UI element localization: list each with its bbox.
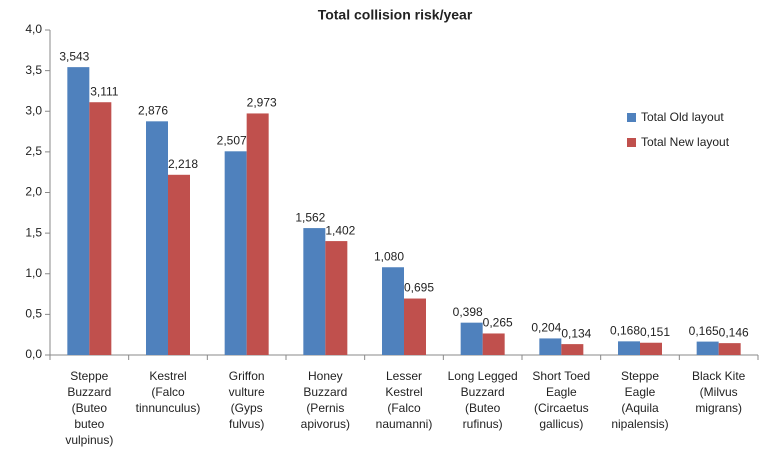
x-tick-label: Kestrel (Falco tinnunculus) xyxy=(136,369,201,415)
bar xyxy=(696,341,719,355)
y-tick-label: 0,0 xyxy=(25,347,42,361)
x-tick-label: Lesser Kestrel (Falco naumanni) xyxy=(376,369,433,431)
bar xyxy=(640,342,662,355)
value-label: 0,265 xyxy=(483,316,513,330)
bar xyxy=(460,322,483,355)
y-tick-label: 1,5 xyxy=(25,225,42,239)
bar xyxy=(618,341,640,355)
y-tick-label: 0,5 xyxy=(25,307,42,321)
bar xyxy=(89,102,112,355)
legend-label: Total Old layout xyxy=(641,110,724,124)
bar xyxy=(303,228,326,355)
value-label: 0,134 xyxy=(561,326,591,340)
value-label: 1,562 xyxy=(295,210,325,224)
y-tick-label: 3,5 xyxy=(25,63,42,77)
bar xyxy=(561,344,584,355)
legend-swatch xyxy=(627,138,636,147)
x-tick-label: Honey Buzzard (Pernis apivorus) xyxy=(301,369,350,431)
value-label: 0,204 xyxy=(531,321,561,335)
value-label: 2,507 xyxy=(217,133,247,147)
x-tick-label: Black Kite (Milvus migrans) xyxy=(692,369,746,415)
bar xyxy=(382,267,404,355)
value-label: 3,543 xyxy=(59,49,89,63)
bar xyxy=(718,343,741,355)
bar xyxy=(404,298,426,355)
x-tick-label: Short Toed Eagle (Circaetus gallicus) xyxy=(532,369,590,431)
value-label: 0,168 xyxy=(610,324,640,338)
legend-label: Total New layout xyxy=(641,135,730,149)
y-tick-label: 2,5 xyxy=(25,144,42,158)
value-label: 3,111 xyxy=(90,84,119,98)
bar xyxy=(482,333,505,355)
y-tick-label: 1,0 xyxy=(25,266,42,280)
legend-swatch xyxy=(627,113,636,122)
y-tick-label: 4,0 xyxy=(25,22,42,36)
bar xyxy=(246,113,269,355)
x-tick-label: Steppe Buzzard (Buteo buteo vulpinus) xyxy=(65,369,113,447)
value-label: 0,146 xyxy=(719,325,749,339)
x-tick-label: Long Legged Buzzard (Buteo rufinus) xyxy=(448,369,518,431)
value-label: 0,398 xyxy=(453,305,483,319)
chart-title: Total collision risk/year xyxy=(318,7,473,23)
bar xyxy=(224,151,247,355)
value-label: 0,695 xyxy=(404,281,434,295)
x-tick-label: Steppe Eagle (Aquila nipalensis) xyxy=(611,369,668,431)
value-label: 2,876 xyxy=(138,103,168,117)
bar xyxy=(67,67,90,355)
value-label: 1,402 xyxy=(325,223,355,237)
y-tick-label: 2,0 xyxy=(25,185,42,199)
x-tick-label: Griffon vulture (Gyps fulvus) xyxy=(229,369,265,431)
bar xyxy=(146,121,168,355)
value-label: 1,080 xyxy=(374,249,404,263)
value-label: 0,151 xyxy=(640,325,670,339)
y-tick-label: 3,0 xyxy=(25,103,42,117)
bar xyxy=(539,338,562,355)
bar xyxy=(325,241,348,355)
value-label: 0,165 xyxy=(689,324,719,338)
value-label: 2,973 xyxy=(247,96,277,110)
bar xyxy=(168,174,190,355)
value-label: 2,218 xyxy=(168,157,198,171)
